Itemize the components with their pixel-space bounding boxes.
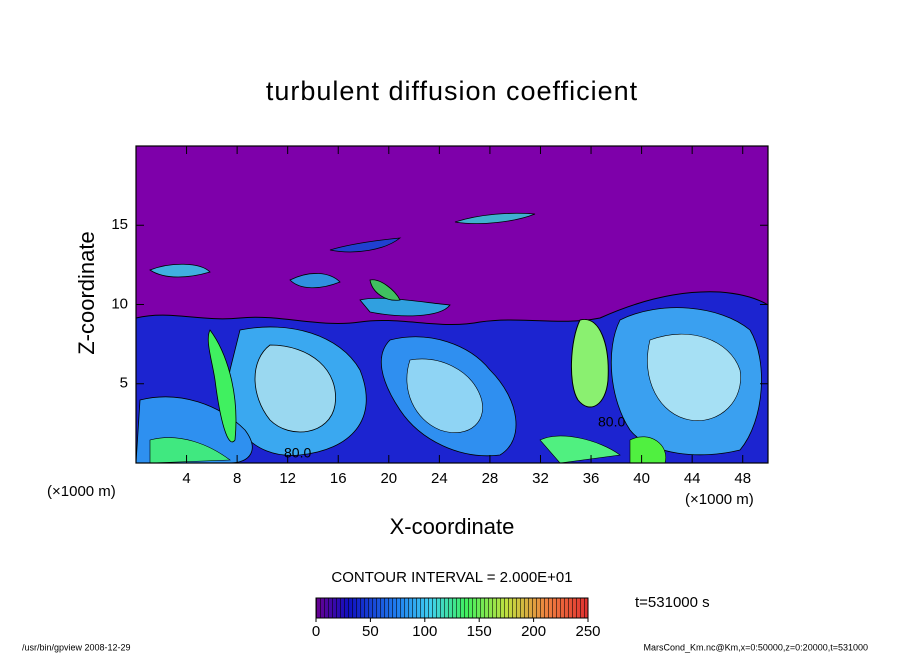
x-tick-label: 44 bbox=[684, 470, 701, 487]
x-tick-label: 16 bbox=[330, 470, 347, 487]
x-axis-label: X-coordinate bbox=[390, 514, 515, 539]
y-tick-label: 10 bbox=[111, 295, 128, 312]
x-tick-label: 4 bbox=[182, 470, 190, 487]
y-tick-label: 15 bbox=[111, 216, 128, 233]
colorbar-tick-label: 150 bbox=[467, 623, 492, 640]
x-tick-label: 36 bbox=[583, 470, 600, 487]
contour-interval: CONTOUR INTERVAL = 2.000E+01 bbox=[331, 569, 572, 586]
x-tick-label: 8 bbox=[233, 470, 241, 487]
x-unit-label: (×1000 m) bbox=[685, 491, 754, 508]
contour-label: 80.0 bbox=[598, 414, 625, 430]
time-label: t=531000 s bbox=[635, 594, 710, 611]
colorbar-tick-label: 0 bbox=[312, 623, 320, 640]
x-tick-label: 40 bbox=[633, 470, 650, 487]
colorbar-frame bbox=[315, 597, 589, 619]
x-tick-label: 28 bbox=[482, 470, 499, 487]
x-tick-label: 32 bbox=[532, 470, 549, 487]
contour-field bbox=[136, 146, 768, 463]
x-tick-label: 20 bbox=[380, 470, 397, 487]
contour-label: 80.0 bbox=[284, 445, 311, 461]
colorbar-tick-label: 250 bbox=[575, 623, 600, 640]
colorbar-tick-label: 200 bbox=[521, 623, 546, 640]
x-tick-label: 24 bbox=[431, 470, 448, 487]
x-tick-label: 48 bbox=[734, 470, 751, 487]
x-tick-label: 12 bbox=[279, 470, 296, 487]
footer-right: MarsCond_Km.nc@Km,x=0:50000,z=0:20000,t=… bbox=[643, 642, 868, 652]
y-unit-label: (×1000 m) bbox=[47, 483, 116, 500]
chart-title: turbulent diffusion coefficient bbox=[266, 76, 638, 106]
footer-left: /usr/bin/gpview 2008-12-29 bbox=[22, 642, 131, 652]
colorbar-tick-label: 50 bbox=[362, 623, 379, 640]
y-axis-label: Z-coordinate bbox=[74, 231, 99, 355]
y-tick-label: 5 bbox=[120, 375, 128, 392]
colorbar-tick-label: 100 bbox=[412, 623, 437, 640]
